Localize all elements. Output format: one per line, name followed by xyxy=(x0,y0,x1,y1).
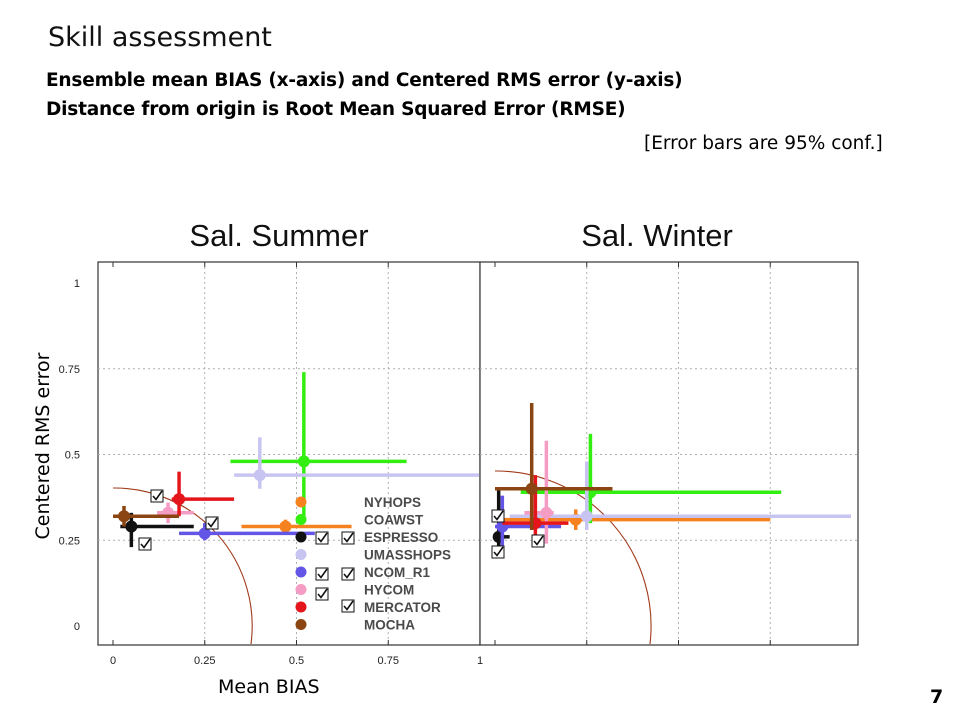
x-tick-label: 1 xyxy=(477,655,483,667)
legend-entry: MERCATOR xyxy=(364,600,441,615)
legend-entry: COAWST xyxy=(364,513,424,528)
check-mark xyxy=(343,532,354,543)
check-mark xyxy=(493,546,504,557)
legend-entry: HYCOM xyxy=(364,583,414,598)
check-mark xyxy=(317,532,328,543)
data-point xyxy=(279,520,292,533)
legend-entry: NCOM_R1 xyxy=(364,565,431,580)
checkbox-icon xyxy=(205,516,219,530)
legend: NYHOPS COAWST ESPRESSO UMASSHOPS NCOM_R1 HYCO… xyxy=(295,495,451,633)
subtitle-bias-rms: Ensemble mean BIAS (x-axis) and Centered… xyxy=(46,70,683,91)
legend-marker xyxy=(295,496,307,508)
series-hycom xyxy=(524,440,554,544)
data-point xyxy=(173,493,186,506)
x-tick-label: 0.25 xyxy=(194,655,215,667)
checkbox-icon xyxy=(138,537,152,551)
check-mark xyxy=(317,568,328,579)
check-mark xyxy=(152,490,163,501)
check-mark xyxy=(533,535,544,546)
check-mark xyxy=(207,517,218,528)
series-nyhops xyxy=(241,519,352,533)
y-tick-label: 0.25 xyxy=(59,535,80,547)
series-mocha xyxy=(495,403,613,530)
y-tick-label: 1 xyxy=(74,278,80,290)
checkbox-icon xyxy=(315,587,329,601)
legend-marker xyxy=(295,584,307,595)
x-axis-label: Mean BIAS xyxy=(218,676,320,698)
panel-title: Sal. Summer xyxy=(189,218,368,253)
subtitle-rmse: Distance from origin is Root Mean Square… xyxy=(46,99,626,120)
series-mercator xyxy=(171,471,235,517)
y-tick-label: 0 xyxy=(74,621,80,633)
data-point xyxy=(125,520,138,533)
legend-marker xyxy=(295,549,307,560)
checkbox-icon xyxy=(341,567,355,581)
legend-marker xyxy=(295,619,307,630)
checkbox-icon xyxy=(315,531,329,545)
checkbox-icon xyxy=(150,489,164,503)
page-number: 7 xyxy=(930,686,944,708)
panel-frame xyxy=(479,261,859,646)
legend-marker xyxy=(295,566,307,578)
data-point xyxy=(297,455,310,468)
legend-entry: ESPRESSO xyxy=(364,530,438,545)
legend-entry: UMASSHOPS xyxy=(364,548,451,563)
error-bar-note: [Error bars are 95% conf.] xyxy=(644,133,883,154)
checkbox-icon xyxy=(341,531,355,545)
checkbox-icon xyxy=(531,534,545,548)
y-tick-label: 0.75 xyxy=(59,364,80,376)
series-umasshops xyxy=(234,437,479,489)
x-tick-label: 0 xyxy=(110,655,116,667)
checkbox-icon xyxy=(491,545,505,559)
panel-frame xyxy=(97,261,481,646)
legend-marker xyxy=(295,531,307,543)
checkbox-icon xyxy=(491,509,505,523)
data-point xyxy=(118,510,131,523)
x-tick-label: 0.5 xyxy=(289,655,304,667)
data-point xyxy=(198,527,211,540)
panel-title: Sal. Winter xyxy=(581,218,733,253)
data-point xyxy=(253,469,266,482)
y-tick-label: 0.5 xyxy=(65,450,80,462)
legend-marker xyxy=(295,601,307,613)
legend-entry: MOCHA xyxy=(364,618,415,633)
legend-marker xyxy=(295,514,307,525)
x-tick-label: 0.75 xyxy=(378,655,399,667)
data-point xyxy=(525,482,538,495)
checkbox-icon xyxy=(341,599,355,613)
series-espresso xyxy=(120,512,194,548)
check-mark xyxy=(343,568,354,579)
checkbox-icon xyxy=(315,567,329,581)
series-ncom-r1 xyxy=(179,523,315,541)
series-umasshops xyxy=(509,461,851,530)
series-mocha xyxy=(113,505,180,527)
data-point xyxy=(580,510,593,523)
check-mark xyxy=(493,510,504,521)
data-point xyxy=(540,506,553,519)
check-mark xyxy=(317,588,328,599)
legend-entry: NYHOPS xyxy=(364,495,421,510)
slide-title: Skill assessment xyxy=(48,22,272,53)
check-mark xyxy=(343,600,354,611)
check-mark xyxy=(140,538,151,549)
